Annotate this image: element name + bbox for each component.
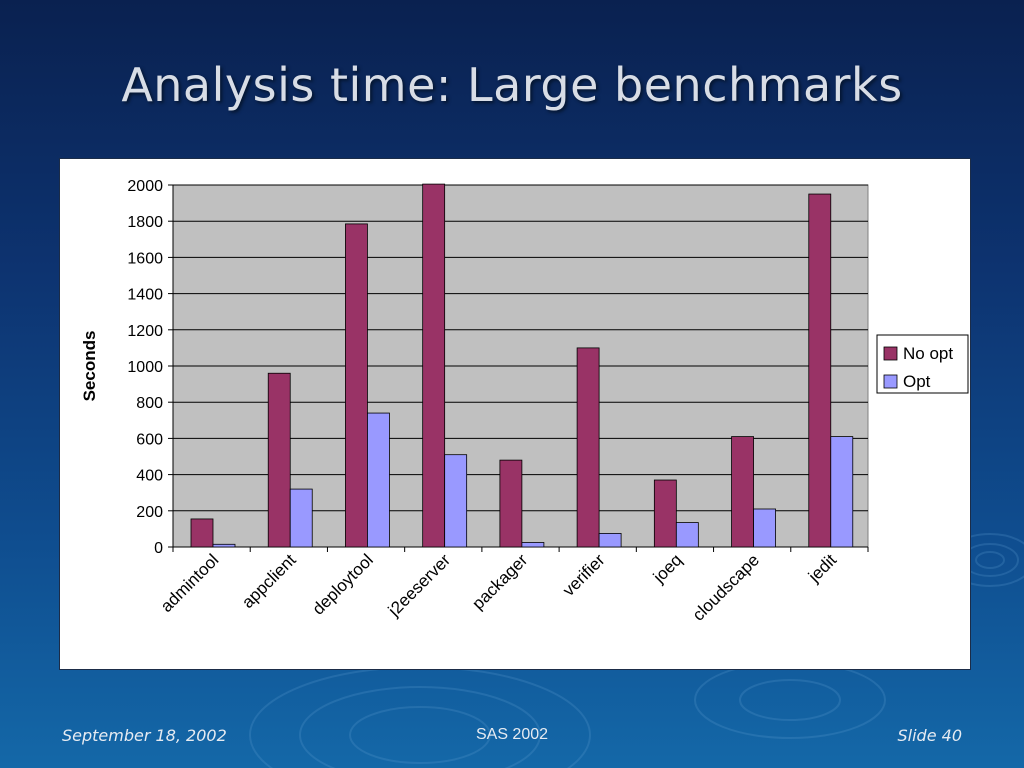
- bar-no-opt-verifier: [576, 347, 600, 548]
- bar-no-opt-cloudscape: [731, 436, 754, 548]
- x-tick-label: verifier: [559, 550, 609, 600]
- bar-opt-cloudscape: [753, 508, 776, 548]
- bar-opt-joeq: [675, 522, 699, 548]
- legend-swatch-0: [883, 346, 898, 361]
- y-axis-label: Seconds: [80, 331, 99, 402]
- x-tick-label: deploytool: [309, 550, 377, 618]
- bar-no-opt-joeq: [653, 479, 677, 548]
- bar-opt-verifier: [598, 533, 622, 548]
- bar-opt-j2eeserver: [444, 454, 468, 548]
- bar-no-opt-admintool: [190, 518, 214, 548]
- y-tick-label: 400: [136, 468, 163, 485]
- x-tick-label: appclient: [238, 550, 300, 612]
- x-tick-label: cloudscape: [689, 550, 763, 624]
- legend-label-0: No opt: [903, 344, 953, 363]
- x-tick-label: jedit: [804, 550, 840, 586]
- y-tick-label: 1600: [127, 250, 163, 267]
- slide-title: Analysis time: Large benchmarks: [121, 58, 903, 112]
- x-tick-label: admintool: [157, 550, 223, 616]
- y-tick-label: 200: [136, 504, 163, 521]
- bar-no-opt-deploytool: [345, 223, 368, 548]
- bar-no-opt-packager: [499, 459, 523, 548]
- y-tick-label: 1200: [127, 323, 163, 340]
- bar-opt-deploytool: [367, 412, 390, 548]
- bar-no-opt-jedit: [808, 193, 832, 548]
- y-tick-label: 800: [136, 395, 163, 412]
- footer-date: September 18, 2002: [62, 726, 227, 745]
- legend-label-1: Opt: [903, 372, 931, 391]
- chart-panel: 0 200 400 600 800 1000 1200 1400 1600 1800 2000 Sec…: [59, 158, 971, 670]
- x-tick-label: joeq: [649, 550, 686, 587]
- bar-opt-packager: [521, 542, 545, 548]
- bar-opt-appclient: [289, 488, 313, 548]
- bar-opt-admintool: [212, 543, 236, 548]
- footer-conference: SAS 2002: [475, 726, 549, 743]
- y-tick-label: 600: [136, 431, 163, 448]
- y-tick-label: 1000: [127, 359, 163, 376]
- y-tick-label: 1400: [127, 287, 163, 304]
- y-tick-label: 2000: [127, 178, 163, 195]
- bar-no-opt-appclient: [267, 372, 291, 548]
- x-tick-label: j2eeserver: [384, 550, 455, 621]
- y-tick-label: 0: [154, 540, 163, 557]
- bar-no-opt-j2eeserver: [422, 183, 446, 548]
- y-tick-label: 1800: [127, 214, 163, 231]
- footer-slide-number: Slide 40: [897, 726, 963, 745]
- legend-swatch-1: [883, 374, 898, 389]
- bar-chart: 0 200 400 600 800 1000 1200 1400 1600 1800 2000 Sec…: [80, 178, 969, 625]
- bar-opt-jedit: [830, 436, 854, 548]
- x-tick-label: packager: [468, 550, 531, 613]
